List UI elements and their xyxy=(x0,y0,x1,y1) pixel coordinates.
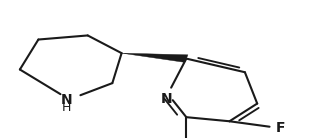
Text: N: N xyxy=(60,93,72,107)
Text: H: H xyxy=(62,101,71,114)
Text: F: F xyxy=(276,121,285,135)
Polygon shape xyxy=(122,53,188,62)
Text: N: N xyxy=(160,92,172,106)
